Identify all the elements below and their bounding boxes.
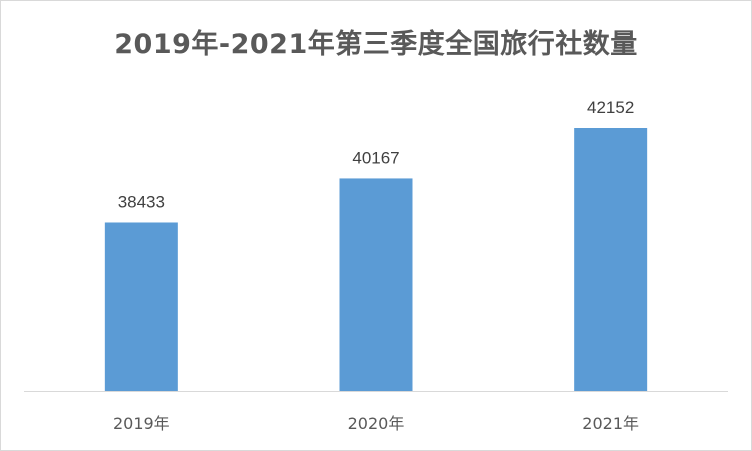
x-tick-labels-group: 2019年 2020年 2021年: [113, 414, 639, 433]
bar-2019年: [104, 222, 178, 391]
bar-2021年: [574, 128, 648, 391]
x-tick-label-2021年: 2021年: [582, 414, 639, 433]
data-label-2019年: 38433: [118, 192, 165, 211]
bar-2020年: [339, 178, 413, 391]
data-label-2020年: 40167: [352, 148, 399, 167]
data-label-2021年: 42152: [587, 98, 634, 117]
bars-group: [104, 128, 648, 391]
chart-title: 2019年-2021年第三季度全国旅行社数量: [114, 29, 638, 60]
x-tick-label-2020年: 2020年: [348, 414, 405, 433]
data-labels-group: 38433 40167 42152: [118, 98, 635, 211]
x-tick-label-2019年: 2019年: [113, 414, 170, 433]
